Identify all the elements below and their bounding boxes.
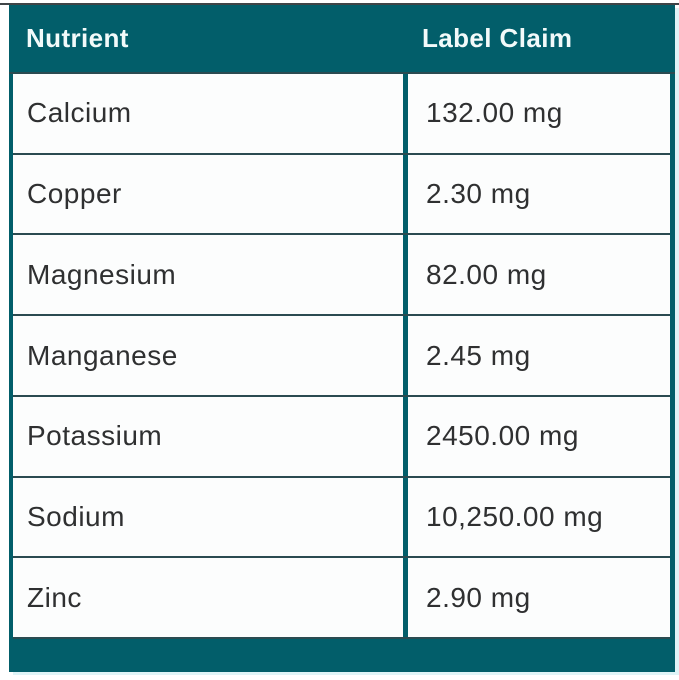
label-claim-cell: 10,250.00 mg: [426, 500, 604, 532]
column-divider: [403, 477, 408, 557]
table-row-zinc: Zinc 2.90 mg: [13, 558, 670, 640]
nutrient-table: Nutrient Label Claim Calcium 132.00 mg C…: [9, 5, 675, 672]
label-claim-cell: 2.30 mg: [426, 178, 531, 210]
label-claim-cell: 82.00 mg: [426, 258, 547, 290]
column-divider: [403, 558, 408, 638]
table-body: Calcium 132.00 mg Copper 2.30 mg Magnesi…: [9, 74, 675, 640]
table-footer-strip: [9, 639, 675, 672]
column-header-nutrient: Nutrient: [26, 23, 129, 53]
table-row-copper: Copper 2.30 mg: [13, 154, 670, 236]
table-row-manganese: Manganese 2.45 mg: [13, 316, 670, 397]
label-claim-cell: 2450.00 mg: [426, 420, 579, 452]
table-header-row: Nutrient Label Claim: [9, 5, 675, 74]
column-divider: [403, 235, 408, 315]
label-claim-cell: 2.45 mg: [426, 339, 531, 371]
nutrient-cell: Calcium: [27, 97, 132, 129]
column-divider: [403, 154, 408, 234]
nutrient-cell: Magnesium: [27, 258, 177, 290]
screenshot-top-edge-line: [0, 3, 679, 5]
table-row-calcium: Calcium 132.00 mg: [13, 74, 670, 155]
nutrient-cell: Potassium: [27, 420, 163, 452]
nutrient-cell: Copper: [27, 178, 122, 210]
column-header-label-claim: Label Claim: [422, 23, 573, 53]
nutrient-cell: Sodium: [27, 500, 125, 532]
table-row-sodium: Sodium 10,250.00 mg: [13, 477, 670, 559]
table-row-potassium: Potassium 2450.00 mg: [13, 396, 670, 478]
column-divider: [403, 74, 408, 153]
label-claim-cell: 2.90 mg: [426, 581, 531, 613]
nutrient-cell: Manganese: [27, 339, 178, 371]
table-row-magnesium: Magnesium 82.00 mg: [13, 235, 670, 317]
column-divider: [403, 316, 408, 395]
column-divider: [403, 396, 408, 476]
nutrient-cell: Zinc: [27, 581, 82, 613]
label-claim-cell: 132.00 mg: [426, 97, 563, 129]
